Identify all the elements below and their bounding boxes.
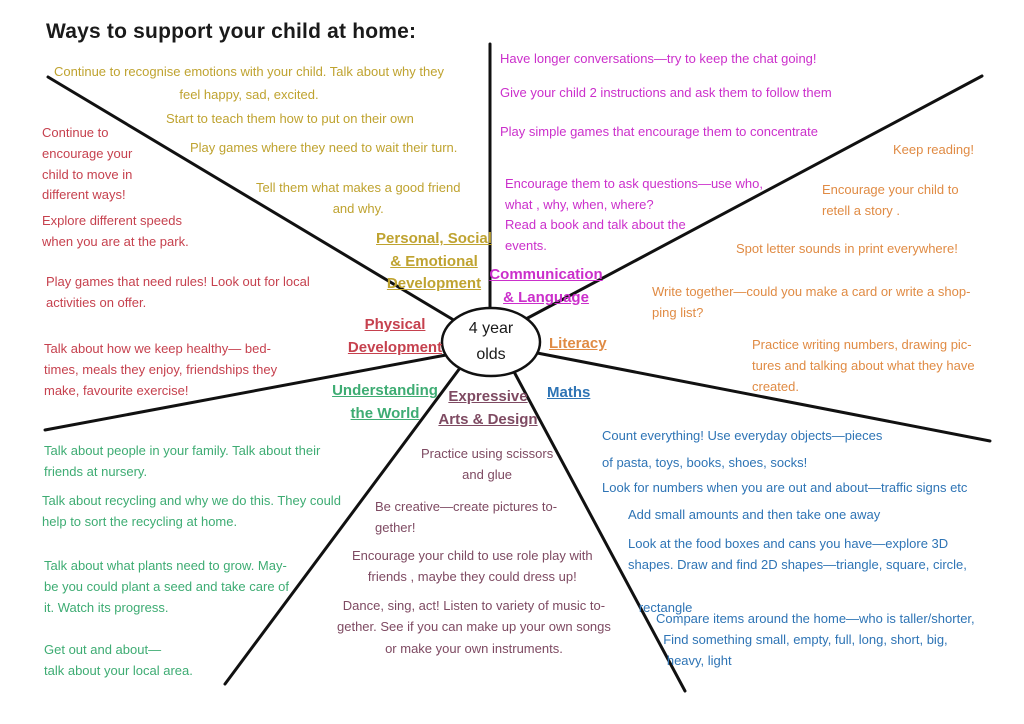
utw-note-4: Get out and about— talk about your local… xyxy=(44,642,193,678)
heading-psed: Personal, Social & Emotional Development xyxy=(376,230,492,292)
maths-note-1: Count everything! Use everyday objects—p… xyxy=(602,428,883,470)
expressive-note-1: Practice using scissors and glue xyxy=(421,446,554,482)
spoke-upper-left xyxy=(46,75,464,327)
page-title: Ways to support your child at home: xyxy=(46,20,417,43)
literacy-note-1: Keep reading! xyxy=(893,142,974,157)
heading-expressive: Expressive Arts & Design xyxy=(438,388,538,428)
center-node-label: 4 year olds xyxy=(468,320,514,363)
literacy-note-4: Write together—could you make a card or … xyxy=(652,284,971,320)
psed-note-4: Tell them what makes a good friend and w… xyxy=(256,180,461,216)
utw-note-2: Talk about recycling and why we do this.… xyxy=(42,493,341,529)
spoke-lower-left xyxy=(223,366,462,686)
expressive-note-3: Encourage your child to use role play wi… xyxy=(352,548,593,584)
maths-note-4: Look at the food boxes and cans you have… xyxy=(628,536,967,616)
spoke-right xyxy=(530,350,992,443)
heading-utw: Understanding the World xyxy=(332,382,438,422)
heading-literacy: Literacy xyxy=(549,335,607,352)
spoke-lower-right xyxy=(510,366,687,693)
maths-note-2: Look for numbers when you are out and ab… xyxy=(602,480,968,495)
literacy-note-3: Spot letter sounds in print everywhere! xyxy=(736,241,958,256)
spoke-left xyxy=(43,353,448,432)
literacy-note-5: Practice writing numbers, drawing pic- t… xyxy=(752,337,975,394)
physical-note-2: Explore different speeds when you are at… xyxy=(42,213,189,249)
expressive-note-2: Be creative—create pictures to- gether! xyxy=(375,499,558,535)
psed-note-2: Start to teach them how to put on their … xyxy=(166,111,414,126)
communication-note-5: Read a book and talk about the events. xyxy=(505,217,686,253)
physical-note-1: Continue to encourage your child to move… xyxy=(42,125,133,203)
physical-note-3: Play games that need rules! Look out for… xyxy=(46,274,310,310)
heading-communication: Communication & Language xyxy=(489,266,603,306)
heading-maths: Maths xyxy=(547,384,591,401)
heading-physical: Physical Development xyxy=(347,316,443,356)
communication-note-4: Encourage them to ask questions—use who,… xyxy=(505,176,763,212)
utw-note-3: Talk about what plants need to grow. May… xyxy=(44,558,290,615)
utw-note-1: Talk about people in your family. Talk a… xyxy=(44,443,321,479)
maths-note-5: Compare items around the home—who is tal… xyxy=(656,611,975,668)
expressive-note-4: Dance, sing, act! Listen to variety of m… xyxy=(337,598,611,656)
communication-note-2: Give your child 2 instructions and ask t… xyxy=(500,85,832,100)
physical-note-4: Talk about how we keep healthy— bed- tim… xyxy=(44,341,278,398)
psed-note-3: Play games where they need to wait their… xyxy=(190,140,458,155)
center-ellipse xyxy=(440,306,542,378)
spoke-upper-right xyxy=(522,74,984,322)
communication-note-1: Have longer conversations—try to keep th… xyxy=(500,51,817,66)
communication-note-3: Play simple games that encourage them to… xyxy=(500,124,818,139)
maths-note-3: Add small amounts and then take one away xyxy=(628,507,881,522)
psed-note-1: Continue to recognise emotions with your… xyxy=(54,64,444,102)
literacy-note-2: Encourage your child to retell a story . xyxy=(822,182,959,218)
